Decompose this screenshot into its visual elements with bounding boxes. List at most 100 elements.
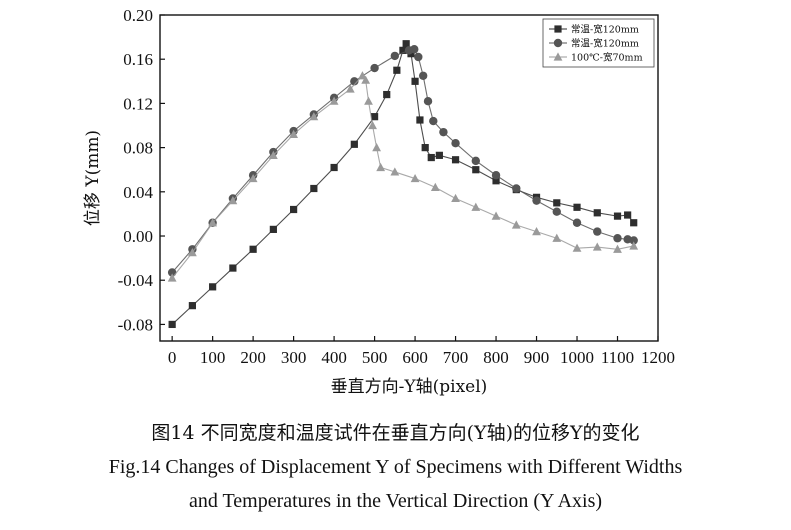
- x-tick-label: 300: [281, 348, 307, 367]
- data-point: [593, 227, 602, 236]
- y-axis-title: 位移 Y(mm): [83, 130, 103, 226]
- data-point: [554, 25, 562, 33]
- data-point: [268, 150, 278, 159]
- y-tick-label: 0.16: [123, 50, 153, 69]
- data-point: [553, 38, 563, 48]
- series-1: [168, 40, 638, 329]
- data-point: [229, 264, 237, 272]
- figure-caption-english-line2: and Temperatures in the Vertical Directi…: [188, 490, 603, 512]
- legend-label: 常温-宽120mm: [571, 24, 639, 36]
- data-point: [629, 236, 638, 245]
- data-point: [613, 244, 622, 253]
- data-point: [383, 90, 391, 99]
- series-layer: [167, 40, 639, 329]
- data-point: [532, 196, 541, 205]
- data-point: [393, 66, 401, 74]
- data-point: [364, 96, 373, 105]
- data-point: [573, 203, 581, 211]
- series-3: [167, 71, 639, 282]
- data-point: [368, 120, 377, 130]
- data-point: [552, 207, 561, 216]
- data-point: [471, 156, 481, 166]
- figure-caption-english-line1: Fig.14 Changes of Displacement Y of Spec…: [108, 456, 683, 478]
- data-point: [329, 96, 339, 105]
- x-tick-label: 1000: [560, 348, 594, 367]
- data-point: [209, 283, 217, 291]
- data-point: [188, 302, 196, 310]
- data-point: [228, 196, 238, 205]
- data-point: [593, 209, 601, 217]
- data-point: [624, 211, 632, 219]
- data-point: [410, 45, 419, 54]
- data-point: [553, 199, 561, 207]
- x-tick-label: 200: [240, 348, 266, 367]
- data-point: [168, 320, 176, 329]
- x-tick-label: 600: [402, 348, 428, 367]
- data-point: [512, 184, 521, 193]
- data-point: [418, 71, 428, 80]
- data-point: [439, 127, 448, 137]
- legend: 常温-宽120mm 常温-宽120mm 100℃-宽70mm: [542, 18, 655, 68]
- data-point: [629, 241, 639, 250]
- data-point: [411, 77, 419, 85]
- x-tick-label: 900: [524, 348, 550, 367]
- x-tick-label: 1100: [601, 348, 634, 367]
- data-point: [361, 75, 371, 84]
- legend-label: 常温-宽120mm: [571, 38, 639, 50]
- data-point: [613, 212, 622, 220]
- data-point: [248, 173, 258, 183]
- data-point: [630, 219, 638, 227]
- data-point: [370, 113, 379, 121]
- data-point: [330, 163, 338, 172]
- series-line: [171, 74, 634, 279]
- x-tick-label: 0: [168, 348, 177, 367]
- data-point: [370, 63, 379, 73]
- data-point: [592, 242, 602, 251]
- data-point: [269, 225, 277, 233]
- x-tick-label: 100: [200, 348, 226, 367]
- data-point: [532, 226, 541, 236]
- data-point: [372, 143, 382, 152]
- data-point: [491, 211, 501, 220]
- data-point: [427, 153, 435, 162]
- x-tick-label: 500: [362, 348, 388, 367]
- data-point: [423, 96, 433, 106]
- data-point: [572, 243, 582, 252]
- y-tick-label: 0.20: [123, 6, 153, 25]
- x-axis-title: 垂直方向-Y轴(pixel): [331, 377, 488, 397]
- data-point: [390, 51, 400, 61]
- data-point: [350, 77, 359, 86]
- plot-border: [159, 14, 659, 342]
- data-point: [572, 218, 582, 227]
- x-tick-label: 700: [443, 348, 469, 367]
- data-point: [435, 151, 443, 159]
- x-tick-label: 800: [483, 348, 509, 367]
- data-point: [472, 166, 480, 174]
- data-point: [390, 167, 400, 176]
- data-point: [421, 144, 429, 152]
- data-point: [289, 129, 299, 138]
- x-tick-label: 1200: [641, 348, 675, 367]
- data-point: [491, 171, 501, 180]
- data-point: [429, 116, 438, 126]
- series-line: [171, 48, 634, 273]
- data-point: [249, 245, 257, 253]
- data-point: [451, 138, 460, 148]
- data-point: [310, 184, 318, 193]
- data-point: [350, 140, 358, 148]
- data-point: [167, 273, 177, 282]
- legend-label: 100℃-宽70mm: [571, 52, 643, 64]
- data-point: [290, 205, 298, 214]
- data-point: [358, 71, 367, 80]
- x-tick-label: 400: [321, 348, 347, 367]
- y-tick-label: -0.04: [118, 271, 154, 290]
- plot-frame: [159, 14, 659, 342]
- data-point: [345, 84, 355, 93]
- series-line: [171, 42, 635, 325]
- data-point: [402, 40, 410, 48]
- figure-caption-chinese: 图14 不同宽度和温度试件在垂直方向(Y轴)的位移Y的变化: [151, 422, 640, 444]
- data-point: [492, 177, 500, 185]
- data-point: [511, 220, 521, 229]
- data-point: [414, 52, 423, 62]
- data-point: [451, 193, 460, 203]
